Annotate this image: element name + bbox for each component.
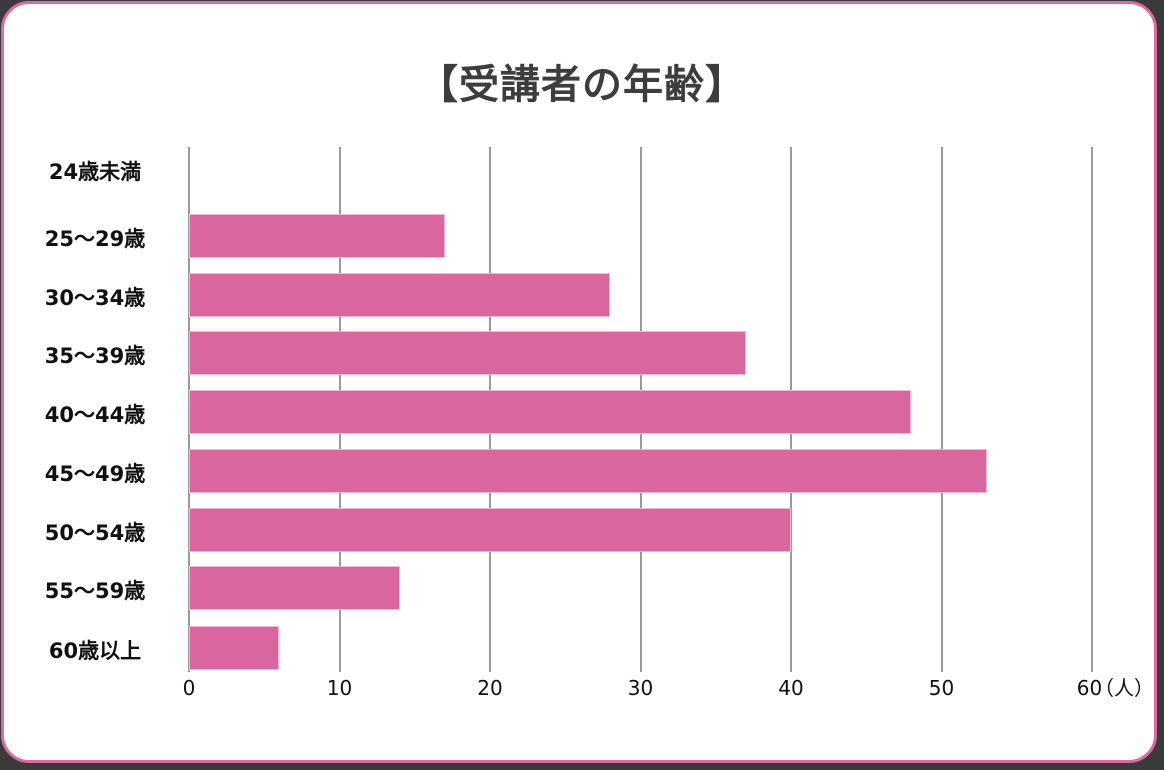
- bar: [189, 626, 280, 670]
- x-tick-label: 60: [1076, 676, 1103, 700]
- category-label: 40〜44歳: [44, 403, 146, 427]
- bar: [189, 331, 746, 375]
- chart-title: 【受講者の年齢】: [418, 62, 746, 108]
- bar: [189, 508, 791, 552]
- gridline: [940, 147, 943, 672]
- bar: [189, 214, 445, 258]
- x-tick-label: 50: [928, 676, 955, 700]
- category-label: 50〜54歳: [44, 521, 146, 545]
- x-tick-label: 30: [627, 676, 654, 700]
- category-label: 24歳未満: [48, 160, 142, 184]
- x-tick-label: 10: [326, 676, 353, 700]
- x-tick-label: 0: [182, 676, 196, 700]
- bar: [189, 449, 987, 493]
- category-label: 45〜49歳: [44, 462, 146, 486]
- bar: [189, 273, 611, 317]
- bar: [189, 390, 912, 434]
- bar: [189, 566, 400, 610]
- category-label: 25〜29歳: [44, 227, 146, 251]
- category-label: 30〜34歳: [44, 286, 146, 310]
- x-axis-unit: （人）: [1094, 676, 1154, 700]
- category-label: 55〜59歳: [44, 579, 146, 603]
- category-label: 35〜39歳: [44, 344, 146, 368]
- x-tick-label: 20: [477, 676, 503, 700]
- category-label: 60歳以上: [48, 639, 142, 663]
- x-tick-label: 40: [778, 676, 804, 700]
- plot-area: [188, 147, 1093, 672]
- gridline: [1091, 147, 1093, 672]
